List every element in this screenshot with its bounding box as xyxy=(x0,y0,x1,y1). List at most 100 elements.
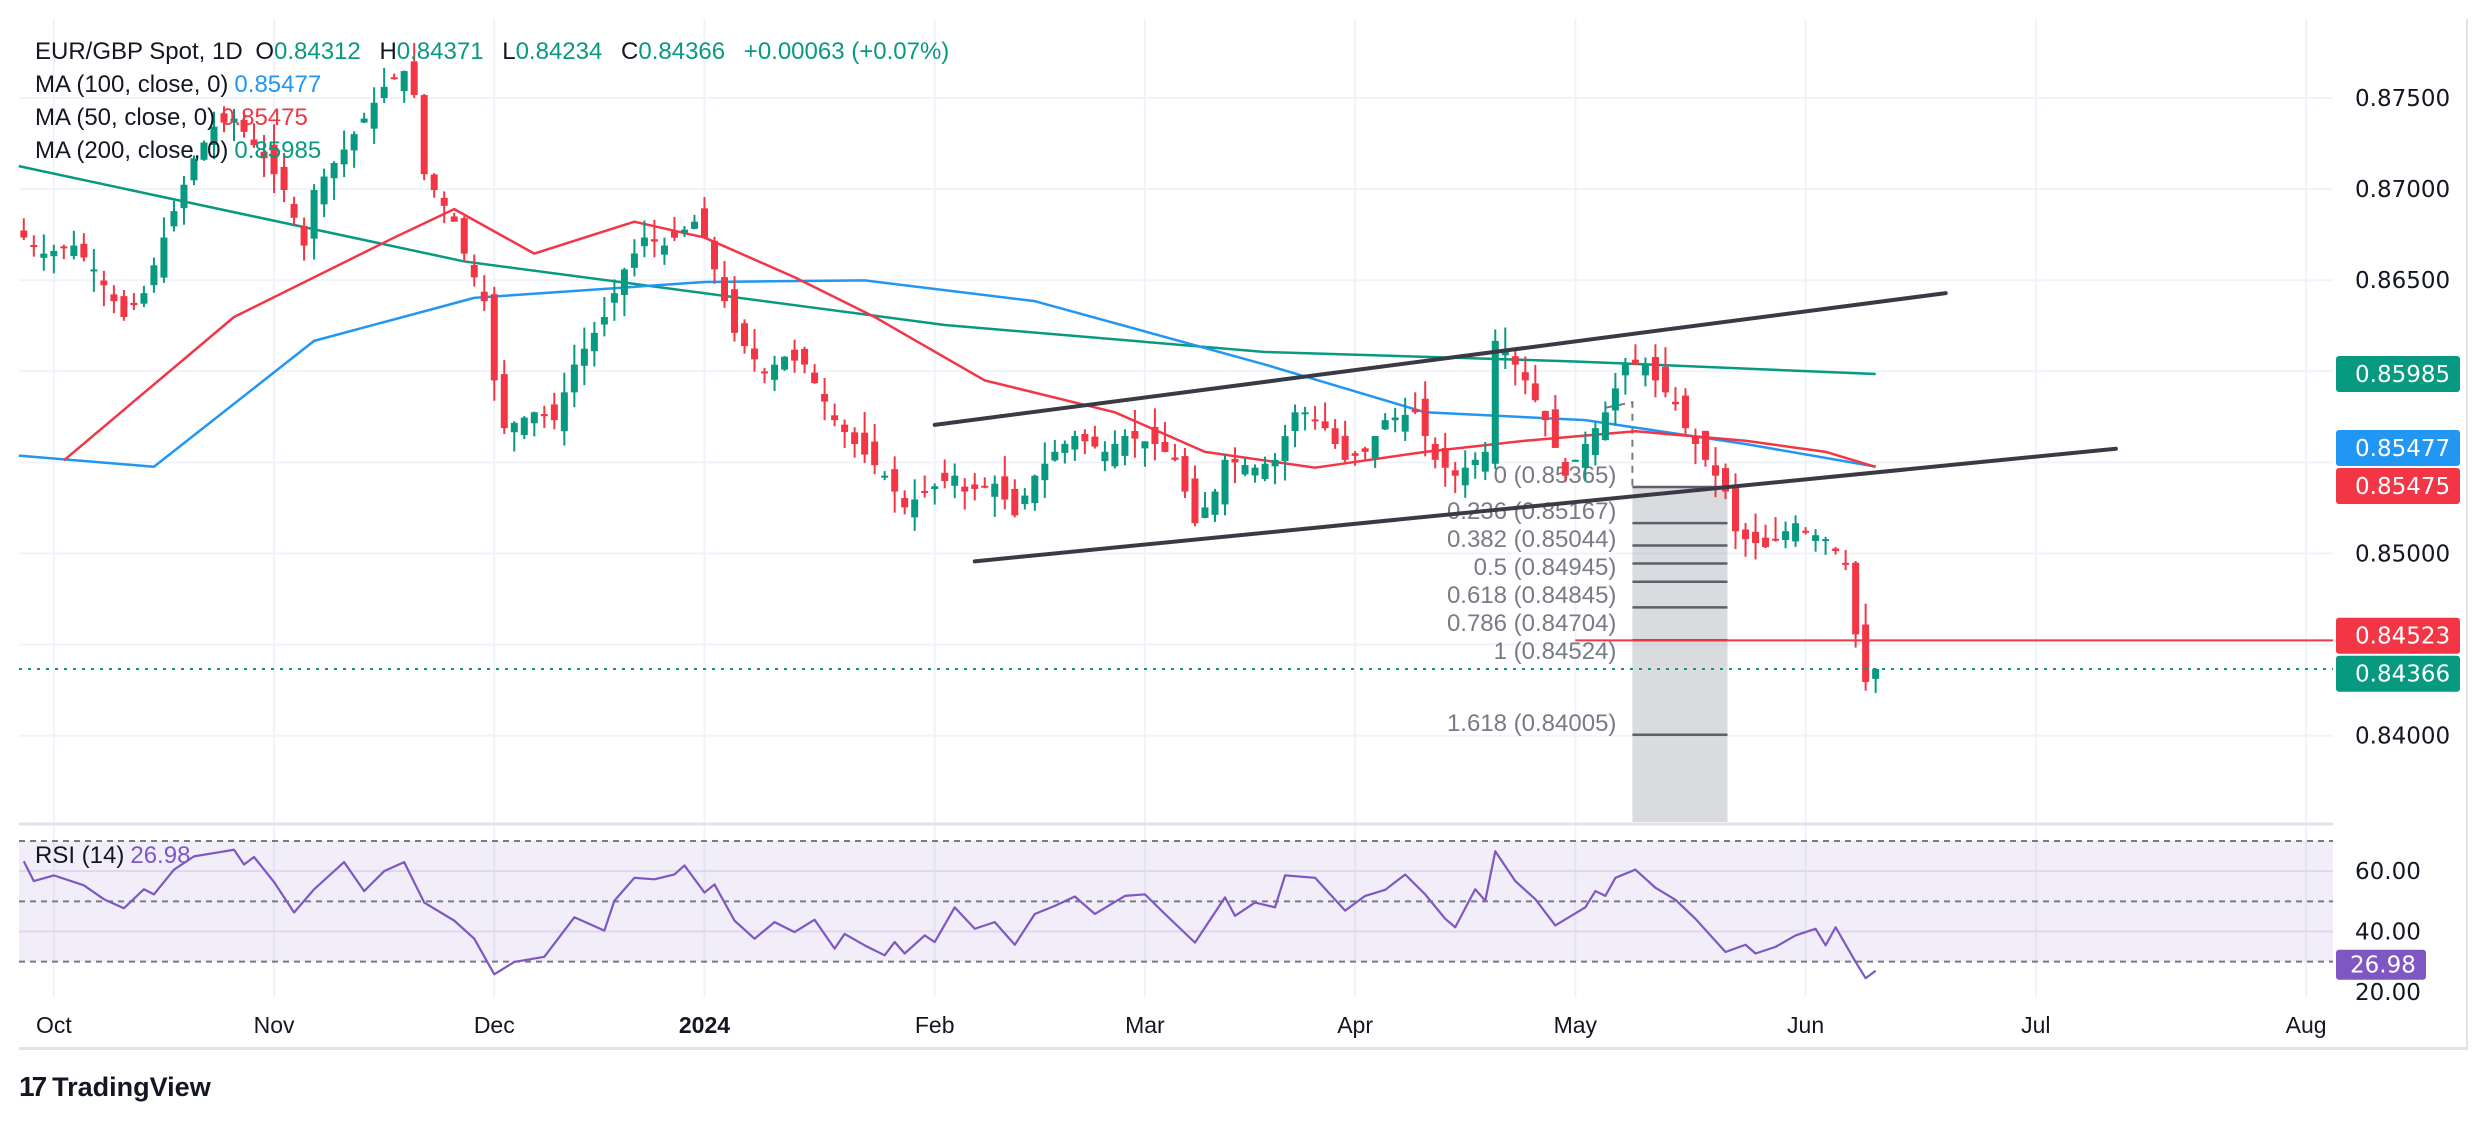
fibonacci-retracement[interactable]: 0 (0.85365)0.236 (0.85167)0.382 (0.85044… xyxy=(1447,401,1728,822)
time-label-jun: Jun xyxy=(1787,1012,1824,1038)
fib-level-label: 1 (0.84524) xyxy=(1494,638,1617,665)
candle-body xyxy=(670,231,678,238)
rsi-series xyxy=(22,848,1877,980)
candle-body xyxy=(510,422,518,433)
candle-body xyxy=(1181,456,1189,492)
candle-body xyxy=(1251,467,1259,476)
ma100-badge-label: 0.85477 xyxy=(2355,436,2450,462)
ma50-badge[interactable] xyxy=(2336,467,2460,504)
candle-body xyxy=(200,142,208,160)
candle-body xyxy=(300,226,308,246)
close-value: 0.84366 xyxy=(638,38,726,65)
candle-body xyxy=(971,484,979,489)
candle-body xyxy=(220,113,228,123)
fib-level-label: 0.618 (0.84845) xyxy=(1447,582,1616,609)
candle-body xyxy=(1301,412,1309,415)
change-value: +0.00063 (+0.07%) xyxy=(743,38,950,65)
candle-body xyxy=(911,499,919,518)
last-price-badge[interactable] xyxy=(2336,655,2460,692)
candle-body xyxy=(1051,451,1059,461)
ma200-legend[interactable]: MA (200, close, 0) 0.85985 xyxy=(35,136,327,166)
support-badge[interactable] xyxy=(2336,617,2460,654)
candle-body xyxy=(1401,414,1409,432)
candle-body xyxy=(1221,459,1229,505)
candle-body xyxy=(1661,366,1669,393)
candle-body xyxy=(380,86,388,99)
price-tick-label: 0.84000 xyxy=(2355,724,2450,750)
candle-body xyxy=(480,291,488,302)
candle-body xyxy=(1131,431,1139,439)
candle-body xyxy=(390,77,398,80)
symbol-title[interactable]: EUR/GBP Spot, 1D xyxy=(35,38,243,65)
candle-body xyxy=(881,475,889,478)
candle-body xyxy=(1752,531,1760,544)
rsi-tick-label: 60.00 xyxy=(2355,859,2421,885)
candle-body xyxy=(430,174,438,191)
candle-body xyxy=(1591,428,1599,456)
candle-body xyxy=(1361,448,1369,452)
candle-body xyxy=(901,498,909,508)
horizontal-lines[interactable] xyxy=(19,639,2333,671)
rsi-badge[interactable] xyxy=(2336,949,2426,980)
candle-body xyxy=(1461,467,1469,486)
candle-body xyxy=(831,415,839,421)
candle-body xyxy=(1852,562,1860,635)
price-tick-label: 0.87000 xyxy=(2355,177,2450,203)
time-axis[interactable]: Oct Nov Dec 2024 Feb Mar Apr May Jun Jul Aug xyxy=(36,1012,2327,1038)
ma200-badge[interactable] xyxy=(2336,356,2460,393)
candle-body xyxy=(1782,531,1790,541)
candle-body xyxy=(921,491,929,494)
trendlines[interactable] xyxy=(932,291,2118,564)
ma-line xyxy=(18,164,1876,376)
ma200-badge-label: 0.85985 xyxy=(2355,362,2450,388)
candle-body xyxy=(1842,562,1850,565)
candle-body xyxy=(1231,458,1239,463)
candle-body xyxy=(1471,459,1479,466)
ma100-legend[interactable]: MA (100, close, 0) 0.85477 xyxy=(35,70,327,100)
time-label-mar: Mar xyxy=(1125,1012,1165,1038)
channel-upper-trendline[interactable] xyxy=(932,291,1948,427)
candle-body xyxy=(1481,451,1489,472)
last-price-badge-label: 0.84366 xyxy=(2355,662,2450,688)
candle-body xyxy=(1041,463,1049,481)
tradingview-logo-icon: 17 xyxy=(19,1071,47,1102)
candle-body xyxy=(530,412,538,424)
candle-body xyxy=(70,245,78,256)
candle-body xyxy=(310,190,318,239)
candle-body xyxy=(1151,426,1159,444)
candle-body xyxy=(140,293,148,304)
candle-body xyxy=(1531,383,1539,401)
candle-body xyxy=(170,211,178,227)
candle-body xyxy=(50,250,58,257)
candle-body xyxy=(1792,523,1800,542)
candle-body xyxy=(741,323,749,347)
time-label-jul: Jul xyxy=(2021,1012,2050,1038)
candle-body xyxy=(1802,530,1810,533)
candle-body xyxy=(1551,409,1559,448)
candle-body xyxy=(801,348,809,365)
candle-body xyxy=(650,239,658,242)
ma50-legend[interactable]: MA (50, close, 0) 0.85475 xyxy=(35,103,314,133)
ma100-badge[interactable] xyxy=(2336,429,2460,466)
candle-body xyxy=(1671,401,1679,405)
candle-body xyxy=(400,71,408,92)
candle-body xyxy=(100,280,108,286)
candle-body xyxy=(1031,475,1039,504)
rsi-legend[interactable]: RSI (14) 26.98 xyxy=(35,841,196,871)
candle-body xyxy=(841,424,849,433)
price-axis[interactable]: 0.87500 0.87000 0.86500 0.85000 0.84000 60.00… xyxy=(2336,86,2460,1006)
tradingview-logo[interactable]: 17 TradingView xyxy=(19,1071,211,1103)
candle-body xyxy=(1621,364,1629,376)
candle-body xyxy=(580,348,588,366)
channel-lower-trendline[interactable] xyxy=(972,446,2118,564)
low-value: 0.84234 xyxy=(515,38,603,65)
rsi-value: 26.98 xyxy=(130,842,191,869)
candle-body xyxy=(1651,357,1659,381)
rsi-label: RSI (14) xyxy=(35,842,125,869)
candle-body xyxy=(620,269,628,295)
candle-body xyxy=(570,364,578,393)
candle-body xyxy=(1201,507,1209,518)
candle-body xyxy=(1071,435,1079,450)
rsi-tick-label: 20.00 xyxy=(2355,980,2421,1006)
